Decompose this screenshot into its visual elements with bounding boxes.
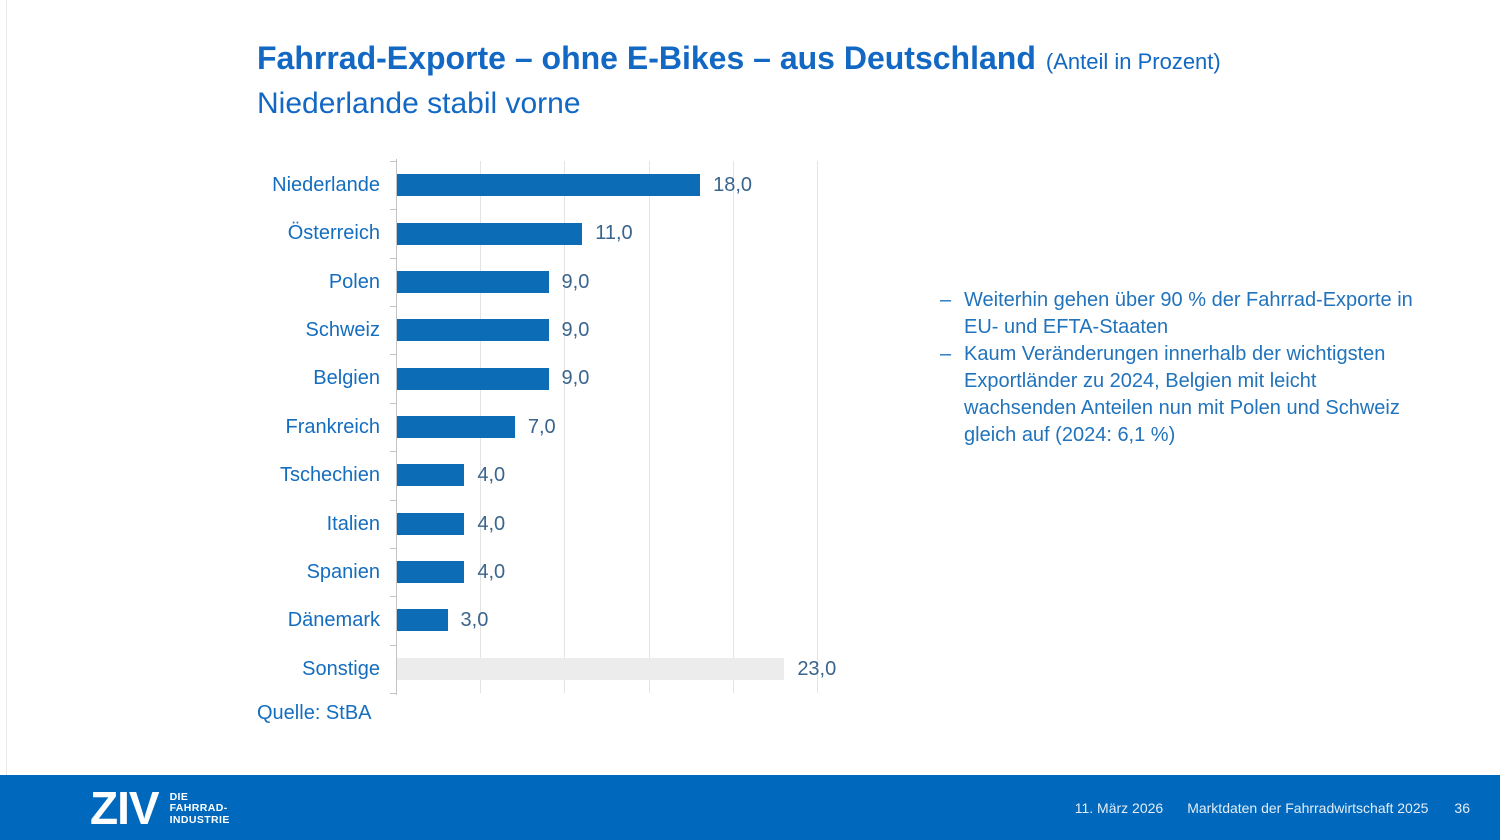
gridline [564,161,566,693]
value-label: 7,0 [527,415,556,438]
axis-tick [390,354,396,356]
value-label: 11,0 [595,222,633,245]
footer-meta: 11. März 2026 Marktdaten der Fahrradwirt… [1075,800,1470,816]
category-label: Tschechien [279,464,380,487]
axis-tick [390,693,396,694]
gridline [732,161,734,693]
ziv-logo: ZIV DIE FAHRRAD- INDUSTRIE [90,781,230,834]
page-title-main: Fahrrad-Exporte – ohne E-Bikes – aus Deu… [257,40,1036,76]
bar [397,222,583,245]
slide-left-edge [6,0,7,840]
category-label: Dänemark [287,609,380,632]
page-subtitle: Niederlande stabil vorne [257,87,581,120]
note-text: Kaum Veränderungen innerhalb der wichtig… [964,343,1400,446]
chart-row: Österreich 11,0 [288,209,817,257]
axis-tick [390,257,396,259]
value-label: 23,0 [797,657,837,680]
axis-tick [390,547,396,549]
bar-chart-plot-area: Niederlande 18,0 Österreich 11,0 Polen 9,0 Sch… [272,159,836,695]
note-item: – Weiterhin gehen über 90 % der Fahrrad-… [940,287,1485,341]
value-label: 4,0 [477,464,506,487]
value-label: 18,0 [713,174,753,196]
bar [397,464,465,487]
note-item: – Kaum Veränderungen innerhalb der wicht… [940,341,1485,449]
chart-row: Schweiz 9,0 [306,306,817,354]
axis-tick [390,451,396,453]
chart-row: Spanien 4,0 [307,548,817,596]
footer-page-number: 36 [1454,799,1470,816]
chart-row: Frankreich 7,0 [286,403,817,451]
bar [397,319,549,342]
bar [397,367,549,390]
bar [397,174,701,197]
category-label: Polen [328,270,380,293]
axis-tick [390,161,396,162]
footer-bar: ZIV DIE FAHRRAD- INDUSTRIE 11. März 2026… [0,775,1500,840]
category-label: Italien [326,512,380,535]
chart-row: Dänemark 3,0 [288,596,817,644]
gridline [648,161,650,693]
gridline [817,161,818,693]
axis-tick [390,644,396,646]
category-label: Schweiz [305,319,380,342]
chart-row: Tschechien 4,0 [280,451,817,499]
note-text: Weiterhin gehen über 90 % der Fahrrad-Ex… [964,289,1413,338]
value-label: 9,0 [561,270,590,293]
axis-tick [390,306,396,308]
category-label: Niederlande [272,174,380,196]
page-title: Fahrrad-Exporte – ohne E-Bikes – aus Deu… [257,38,1221,82]
value-label: 9,0 [561,319,590,342]
bar [397,609,448,632]
category-label: Spanien [306,560,380,583]
value-label: 4,0 [477,512,506,535]
source-note: Quelle: StBA [257,702,372,724]
category-label: Österreich [287,222,380,245]
value-label: 4,0 [477,560,506,583]
bar [397,270,549,293]
chart-row: Sonstige 23,0 [302,645,836,693]
ziv-logo-subtext: DIE FAHRRAD- INDUSTRIE [169,790,230,826]
page-title-suffix: (Anteil in Prozent) [1045,49,1221,74]
chart-row: Niederlande 18,0 [272,161,817,209]
category-label: Belgien [313,367,380,390]
bar [397,512,465,535]
note-bullet: – [940,343,952,365]
footer-date: 11. März 2026 [1074,799,1164,816]
axis-tick [390,402,396,404]
notes-list: – Weiterhin gehen über 90 % der Fahrrad-… [940,287,1485,449]
value-label: 9,0 [561,367,590,390]
axis-tick [390,209,396,211]
bar [397,415,515,438]
chart-row: Italien 4,0 [327,500,817,548]
chart-row: Polen 9,0 [329,258,817,306]
note-bullet: – [940,289,952,311]
chart-row: Belgien 9,0 [313,354,817,402]
slide-header: Fahrrad-Exporte – ohne E-Bikes – aus Deu… [257,38,1221,124]
category-axis [396,159,397,695]
axis-tick [390,499,396,501]
axis-tick [390,596,396,598]
bar [397,657,785,680]
ziv-logo-text: ZIV [90,781,160,834]
bar [397,561,465,584]
footer-document-title: Marktdaten der Fahrradwirtschaft 2025 [1187,799,1429,816]
category-label: Sonstige [302,657,380,680]
category-label: Frankreich [285,415,380,438]
value-label: 3,0 [460,609,489,632]
